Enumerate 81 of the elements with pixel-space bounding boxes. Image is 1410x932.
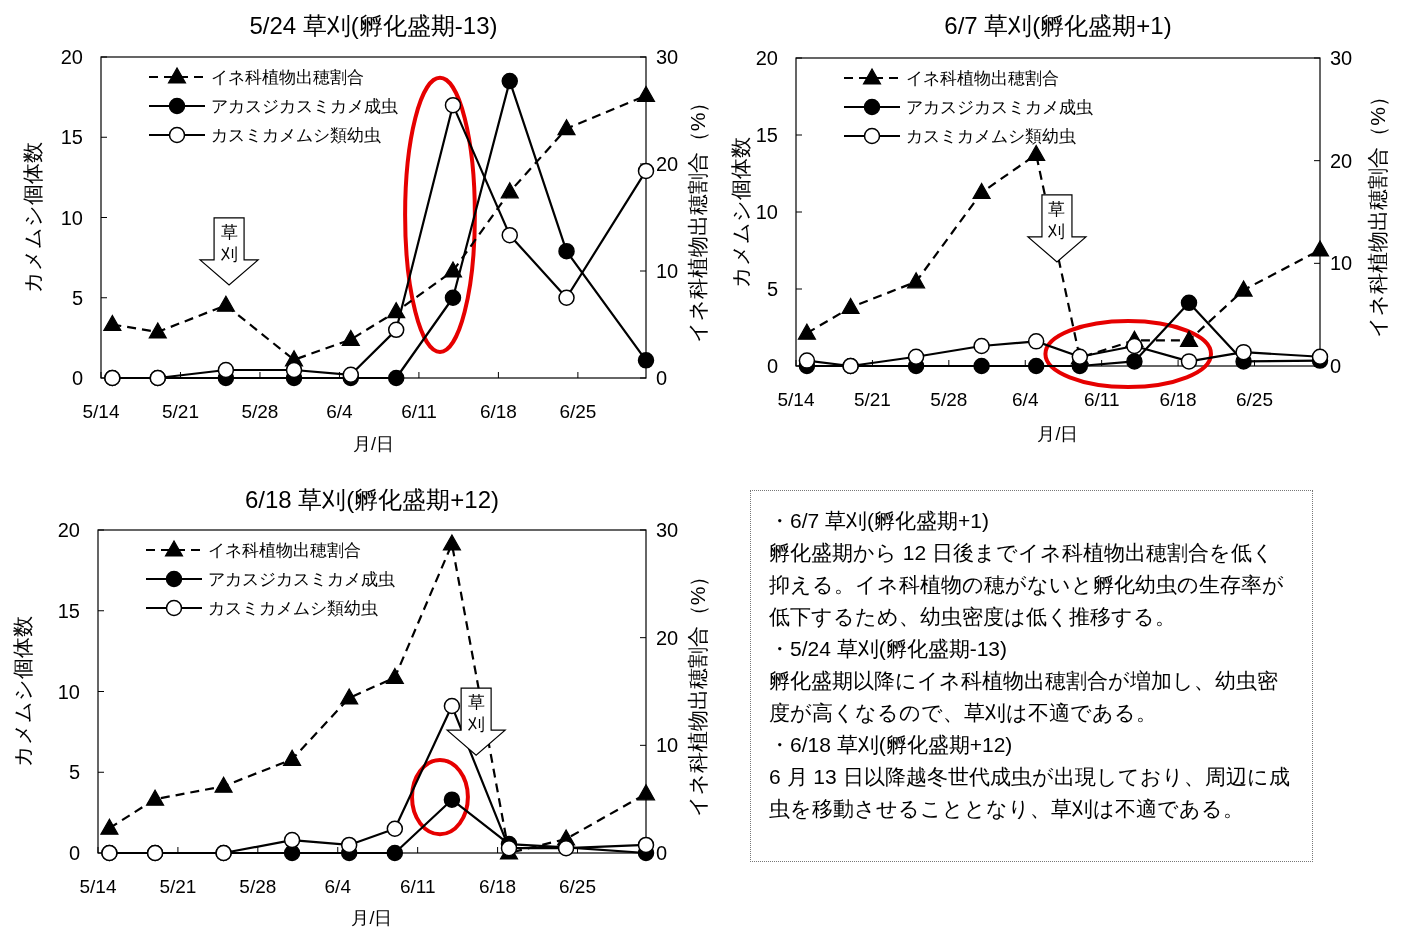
x-tick-label: 6/18 bbox=[1159, 389, 1197, 410]
x-axis-title: 月/日 bbox=[352, 434, 395, 454]
annotation: 草刈 bbox=[219, 222, 238, 264]
x-tick-label: 6/11 bbox=[1083, 389, 1120, 410]
y-tick-label: 5 bbox=[68, 761, 80, 784]
y-tick-label: 10 bbox=[755, 201, 778, 223]
y2-axis-title: イネ科植物出穂割合（%） bbox=[1366, 86, 1389, 338]
x-tick-label: 6/4 bbox=[1012, 389, 1039, 410]
chart-title: 5/24 草刈(孵化盛期-13) bbox=[249, 12, 498, 39]
y2-tick-label: 20 bbox=[656, 153, 679, 175]
legend-label: イネ科植物出穂割合 bbox=[208, 541, 361, 560]
y-axis-title: カメムシ個体数 bbox=[21, 142, 44, 293]
y2-tick-label: 30 bbox=[1330, 47, 1353, 69]
legend-label: イネ科植物出穂割合 bbox=[906, 69, 1059, 88]
legend-label: アカスジカスミカメ成虫 bbox=[906, 98, 1093, 117]
x-tick-label: 6/4 bbox=[326, 401, 354, 422]
x-tick-label: 6/11 bbox=[399, 876, 436, 897]
text: ・6/18 草刈(孵化盛期+12) bbox=[769, 732, 1014, 758]
x-tick-label: 6/25 bbox=[1236, 389, 1273, 410]
y-tick-label: 15 bbox=[755, 124, 778, 146]
x-tick-label: 5/28 bbox=[241, 401, 279, 422]
y-tick-label: 0 bbox=[766, 355, 778, 377]
text: 孵化盛期以降にイネ科植物出穂割合が増加し、幼虫密度が高くなるので、草刈は不適である。 bbox=[769, 668, 1279, 726]
y-tick-label: 0 bbox=[71, 367, 83, 389]
annotation: 草刈 bbox=[466, 693, 485, 735]
y-tick-label: 5 bbox=[71, 286, 83, 309]
x-tick-label: 6/18 bbox=[479, 876, 517, 897]
y-tick-label: 10 bbox=[57, 680, 80, 703]
legend-label: イネ科植物出穂割合 bbox=[211, 68, 364, 87]
x-tick-label: 6/11 bbox=[401, 401, 437, 422]
x-axis-title: 月/日 bbox=[1037, 424, 1079, 444]
y-tick-label: 20 bbox=[57, 519, 80, 541]
annotation-arrow: 草刈 bbox=[198, 217, 260, 286]
annotation-arrow: 草刈 bbox=[445, 687, 507, 756]
text: ・5/24 草刈(孵化盛期-13) bbox=[769, 636, 1009, 662]
legend-label: カスミカメムシ類幼虫 bbox=[208, 599, 378, 618]
y2-axis-title: イネ科植物出穂割合（%） bbox=[686, 565, 709, 818]
text: 孵化盛期から 12 日後までイネ科植物出穂割合を低く抑える。イネ科植物の穂がないと孵化幼虫の生存率が低下するため、幼虫密度は低く推移する。 bbox=[769, 540, 1285, 630]
x-tick-label: 5/14 bbox=[82, 401, 120, 422]
y-tick-label: 10 bbox=[60, 206, 83, 229]
x-tick-label: 6/25 bbox=[559, 401, 597, 422]
x-tick-label: 5/14 bbox=[79, 876, 117, 897]
x-tick-label: 6/18 bbox=[479, 401, 517, 422]
legend-label: カスミカメムシ類幼虫 bbox=[906, 127, 1076, 146]
x-tick-label: 5/28 bbox=[239, 876, 277, 897]
y2-tick-label: 0 bbox=[656, 367, 668, 389]
y2-tick-label: 20 bbox=[656, 626, 679, 649]
y-tick-label: 15 bbox=[57, 599, 80, 622]
y2-axis-title: イネ科植物出穂割合（%） bbox=[686, 91, 709, 344]
x-tick-label: 5/14 bbox=[777, 389, 815, 410]
y2-tick-label: 0 bbox=[1330, 355, 1342, 377]
chart-title: 6/18 草刈(孵化盛期+12) bbox=[244, 486, 500, 513]
text: 6 月 13 日以降越冬世代成虫が出現しており、周辺に成虫を移動させることとなり、草刈は不適である。 bbox=[769, 764, 1291, 822]
y-axis-title: カメムシ個体数 bbox=[729, 136, 752, 288]
x-axis-title: 月/日 bbox=[351, 908, 393, 928]
y2-tick-label: 30 bbox=[656, 46, 679, 68]
annotation: 草刈 bbox=[1047, 199, 1066, 241]
y-tick-label: 20 bbox=[755, 47, 778, 69]
x-tick-label: 6/25 bbox=[559, 876, 596, 897]
y-axis-title: カメムシ個体数 bbox=[11, 616, 34, 767]
x-tick-label: 5/21 bbox=[853, 389, 891, 410]
y2-tick-label: 0 bbox=[656, 842, 668, 864]
legend-label: カスミカメムシ類幼虫 bbox=[211, 126, 381, 145]
text: ・6/7 草刈(孵化盛期+1) bbox=[769, 508, 990, 534]
x-tick-label: 6/4 bbox=[324, 876, 352, 897]
x-tick-label: 5/21 bbox=[159, 876, 197, 897]
legend-label: アカスジカスミカメ成虫 bbox=[208, 570, 395, 589]
y2-tick-label: 20 bbox=[1330, 149, 1353, 172]
annotation-arrow: 草刈 bbox=[1026, 194, 1088, 263]
y2-tick-label: 10 bbox=[1330, 252, 1353, 275]
y2-tick-label: 30 bbox=[656, 519, 679, 541]
legend-label: アカスジカスミカメ成虫 bbox=[211, 97, 398, 116]
y-tick-label: 5 bbox=[766, 278, 778, 300]
chart-title: 6/7 草刈(孵化盛期+1) bbox=[944, 12, 1172, 39]
y-tick-label: 20 bbox=[60, 46, 83, 68]
x-tick-label: 5/28 bbox=[930, 389, 968, 410]
y2-tick-label: 10 bbox=[656, 734, 679, 757]
x-tick-label: 5/21 bbox=[161, 401, 199, 422]
y-tick-label: 15 bbox=[60, 126, 83, 149]
y2-tick-label: 10 bbox=[656, 260, 679, 282]
y-tick-label: 0 bbox=[68, 842, 80, 864]
